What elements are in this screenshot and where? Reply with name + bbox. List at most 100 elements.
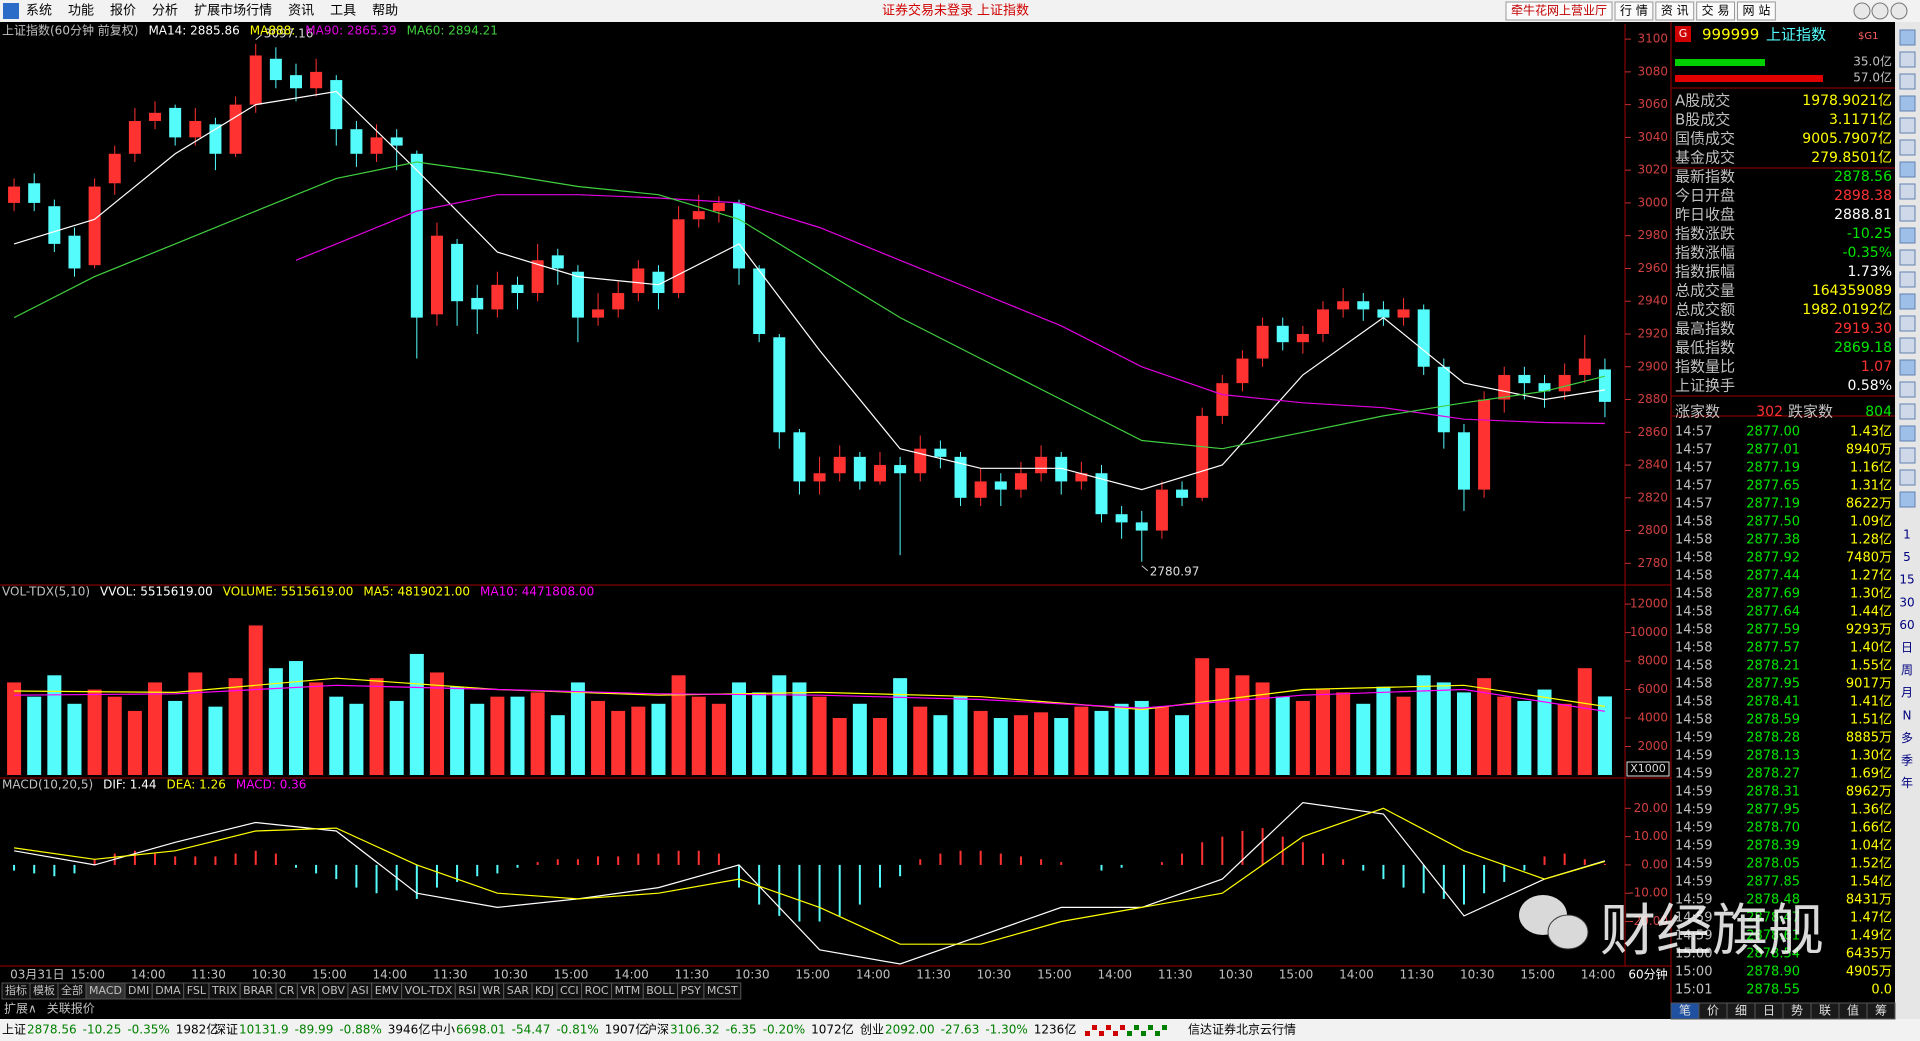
y-tick-label: 10000 <box>1630 625 1668 639</box>
quote-label: 今日开盘 <box>1675 187 1735 205</box>
tool-icon[interactable] <box>1899 51 1916 68</box>
tool-icon[interactable] <box>1899 73 1916 90</box>
tool-icon[interactable] <box>1899 491 1916 508</box>
period-button[interactable]: 季 <box>1901 754 1913 768</box>
tick-time: 14:58 <box>1675 695 1712 710</box>
tool-icon[interactable] <box>1899 315 1916 332</box>
menu-item[interactable]: 工具 <box>330 4 356 19</box>
volume-bar <box>792 682 807 775</box>
quote-tab-label: 联 <box>1819 1004 1831 1018</box>
tick-volume: 9293万 <box>1846 623 1892 638</box>
period-button[interactable]: 日 <box>1901 641 1913 655</box>
menu-item[interactable]: 扩展市场行情 <box>194 3 272 19</box>
candle-body <box>753 268 766 334</box>
quote-label: 指数涨跌 <box>1675 225 1735 243</box>
volume-bar <box>953 696 968 775</box>
tool-icon[interactable] <box>1899 425 1916 442</box>
quote-tab-label: 势 <box>1791 1004 1803 1018</box>
top-button[interactable] <box>1737 1 1776 21</box>
period-button[interactable]: 60 <box>1899 618 1914 632</box>
y-tick-label: 2880 <box>1637 392 1668 406</box>
extra-tab[interactable]: 关联报价 <box>47 1001 95 1016</box>
top-button[interactable] <box>1655 1 1695 21</box>
tick-volume: 1.54亿 <box>1850 875 1892 890</box>
period-button[interactable]: 多 <box>1901 731 1913 745</box>
volume-bar <box>248 625 263 775</box>
tool-icon[interactable] <box>1899 271 1916 288</box>
volume-bar <box>973 710 988 775</box>
candle-body <box>1457 432 1470 490</box>
period-button[interactable]: 1 <box>1903 528 1911 542</box>
quote-label: 指数振幅 <box>1675 263 1735 281</box>
tool-icon[interactable] <box>1899 205 1916 222</box>
tick-price: 2878.39 <box>1746 839 1800 854</box>
quote-tab[interactable] <box>1866 1002 1896 1020</box>
tool-icon[interactable] <box>1899 29 1916 46</box>
top-button[interactable] <box>1505 1 1613 21</box>
watermark-icon <box>1519 895 1589 950</box>
close-button[interactable] <box>1890 2 1908 20</box>
tick-volume: 1.47亿 <box>1850 911 1892 926</box>
tool-icon[interactable] <box>1899 337 1916 354</box>
candle-body <box>1478 399 1491 490</box>
tool-icon[interactable] <box>1899 403 1916 420</box>
period-button[interactable]: 年 <box>1901 776 1913 790</box>
candle-body <box>733 202 746 269</box>
candle-body <box>350 129 363 154</box>
period-button[interactable]: 周 <box>1901 663 1913 677</box>
tool-icon[interactable] <box>1899 117 1916 134</box>
tool-icon[interactable] <box>1899 227 1916 244</box>
tool-icon[interactable] <box>1899 139 1916 156</box>
tick-time: 14:59 <box>1675 821 1712 836</box>
menu-item[interactable]: 系统 <box>26 4 52 19</box>
tool-icon[interactable] <box>1899 183 1916 200</box>
tool-icon[interactable] <box>1899 359 1916 376</box>
tool-icon[interactable] <box>1899 447 1916 464</box>
top-button[interactable] <box>1696 1 1735 21</box>
volume-bar <box>671 675 686 775</box>
extra-tab[interactable]: 扩展∧ <box>4 1002 37 1016</box>
tick-volume: 1.30亿 <box>1850 749 1892 764</box>
menu-item[interactable]: 分析 <box>152 4 178 19</box>
quote-label: 国债成交 <box>1675 130 1735 148</box>
minimize-button[interactable] <box>1853 2 1871 20</box>
x-tick-label: 10:30 <box>252 968 287 982</box>
tool-icon[interactable] <box>1899 381 1916 398</box>
tool-icon[interactable] <box>1899 249 1916 266</box>
tick-price: 2877.85 <box>1746 875 1800 890</box>
volume-bar <box>1235 675 1250 775</box>
volume-bar <box>591 700 606 775</box>
tick-price: 2878.59 <box>1746 713 1800 728</box>
indicator-tab-label: TRIX <box>211 984 238 997</box>
top-button-label: 网 站 <box>1743 4 1771 18</box>
chart-legend: DEA: 1.26 <box>166 778 225 792</box>
menu-item[interactable]: 资讯 <box>288 4 314 19</box>
top-button[interactable] <box>1614 1 1654 21</box>
volume-bar <box>1557 703 1572 775</box>
period-button[interactable]: N <box>1903 708 1912 722</box>
menu-item[interactable]: 帮助 <box>372 4 398 19</box>
status-field: -0.20% <box>763 1023 805 1037</box>
volume-bar <box>1074 706 1089 775</box>
tool-icon[interactable] <box>1899 95 1916 112</box>
y-tick-label: 10.00 <box>1634 829 1668 843</box>
tool-icon[interactable] <box>1899 469 1916 486</box>
period-button[interactable]: 月 <box>1901 686 1913 700</box>
period-button[interactable]: 30 <box>1899 595 1914 609</box>
x-tick-label: 15:00 <box>312 968 347 982</box>
tool-icon[interactable] <box>1899 161 1916 178</box>
tick-volume: 1.52亿 <box>1850 857 1892 872</box>
status-field: -54.47 <box>512 1023 551 1037</box>
tool-icon[interactable] <box>1899 293 1916 310</box>
menu-item[interactable]: 功能 <box>68 4 94 19</box>
menu-item[interactable]: 报价 <box>110 4 136 19</box>
volume-bar <box>1114 703 1129 775</box>
volume-bar <box>711 703 726 775</box>
indicator-tab-label: 模板 <box>33 983 55 997</box>
indicator-tab[interactable] <box>703 982 742 1000</box>
maximize-button[interactable] <box>1871 2 1889 20</box>
period-button[interactable]: 5 <box>1903 550 1911 564</box>
indicator-tab-label: ASI <box>351 984 369 997</box>
tick-time: 14:57 <box>1675 461 1712 476</box>
period-button[interactable]: 15 <box>1899 573 1914 587</box>
